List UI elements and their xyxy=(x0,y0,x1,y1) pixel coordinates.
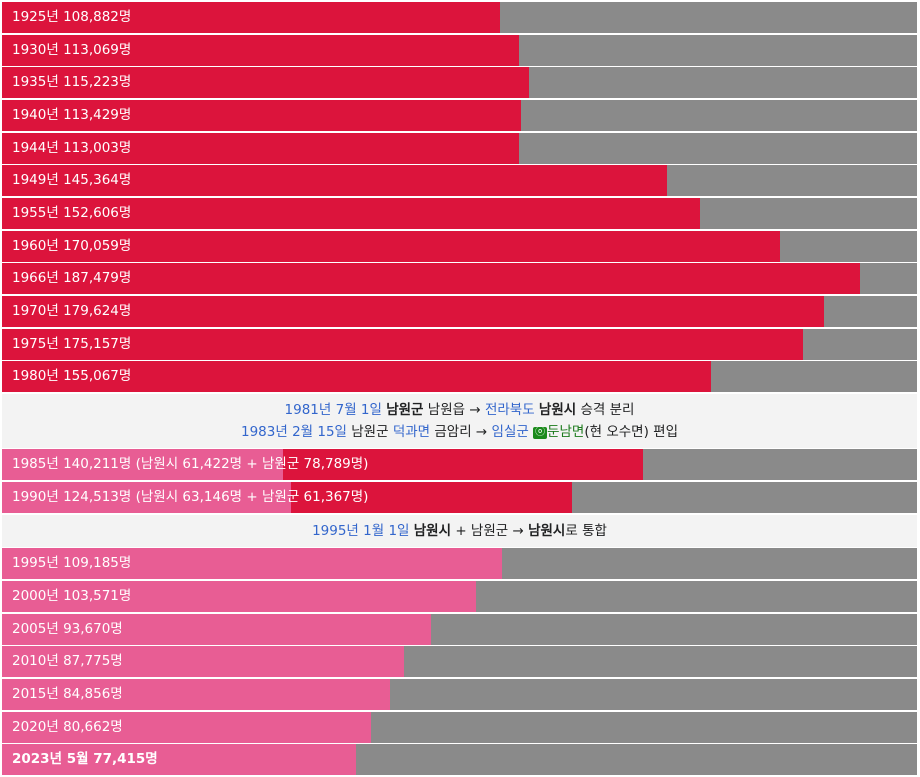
bar-fill xyxy=(2,230,781,262)
history-note-line: 1981년 7월 1일 남원군 남원읍 → 전라북도 남원시 승격 분리 xyxy=(2,399,917,421)
note-link[interactable]: 전라북도 xyxy=(484,401,535,418)
note-text: 승격 분리 xyxy=(576,401,635,418)
bar-row: 1944년 113,003명 xyxy=(2,132,917,164)
note-bold-text: 남원시 xyxy=(538,401,577,418)
bar-label: 1980년 155,067명 xyxy=(12,368,132,385)
bar-label: 1995년 109,185명 xyxy=(12,555,132,572)
bar-fill xyxy=(2,711,372,743)
bar-row: 1990년 124,513명 (남원시 63,146명 + 남원군 61,367… xyxy=(2,482,917,514)
bar-fill xyxy=(2,34,520,66)
bar-row: 1940년 113,429명 xyxy=(2,99,917,131)
bar-label: 1975년 175,157명 xyxy=(12,335,132,352)
note-text: + 남원군 → xyxy=(451,522,529,539)
bar-label: 1935년 115,223명 xyxy=(12,74,132,91)
note-green-link[interactable]: 둔남면 xyxy=(547,423,585,440)
bar-row: 1930년 113,069명 xyxy=(2,34,917,66)
bar-row: 2020년 80,662명 xyxy=(2,711,917,743)
bar-label: 2010년 87,775명 xyxy=(12,653,123,670)
bar-label: 2023년 5월 77,415명 xyxy=(12,751,158,768)
bar-label: 1940년 113,429명 xyxy=(12,106,132,123)
note-link[interactable]: 임실군 xyxy=(491,423,529,440)
bar-label: 1944년 113,003명 xyxy=(12,139,132,156)
bar-row: 1966년 187,479명 xyxy=(2,263,917,295)
bar-segment-namwon-si xyxy=(2,449,283,481)
bar-row: 1975년 175,157명 xyxy=(2,328,917,360)
bar-fill xyxy=(2,581,476,613)
bar-fill xyxy=(2,2,501,33)
note-text: 로 통합 xyxy=(565,522,607,539)
bar-fill xyxy=(2,328,804,360)
bar-fill xyxy=(2,613,431,645)
bar-fill xyxy=(2,197,701,229)
bar-segment-namwon-gun xyxy=(283,449,644,481)
bar-fill xyxy=(2,67,530,99)
bar-label: 1985년 140,211명 (남원시 61,422명 + 남원군 78,789… xyxy=(12,456,369,473)
bar-row: 2015년 84,856명 xyxy=(2,679,917,710)
bar-row: 1955년 152,606명 xyxy=(2,197,917,229)
bar-row: 1949년 145,364명 xyxy=(2,165,917,197)
history-note: 1981년 7월 1일 남원군 남원읍 → 전라북도 남원시 승격 분리 1983… xyxy=(2,393,917,448)
bar-row: 1935년 115,223명 xyxy=(2,67,917,99)
bar-row: 1980년 155,067명 xyxy=(2,361,917,393)
bar-row: 1970년 179,624명 xyxy=(2,295,917,327)
bar-row: 2010년 87,775명 xyxy=(2,646,917,678)
bar-fill xyxy=(2,263,860,295)
bar-row: 2000년 103,571명 xyxy=(2,581,917,613)
note-link[interactable]: 1983년 2월 15일 xyxy=(241,423,347,440)
bar-segment-namwon-si xyxy=(2,482,291,514)
note-bold-text: 남원군 xyxy=(386,401,424,418)
note-text: 남원군 xyxy=(346,423,393,440)
bar-row: 1925년 108,882명 xyxy=(2,2,917,33)
bar-fill xyxy=(2,744,357,776)
bar-fill xyxy=(2,99,521,131)
note-text: (현 오수면) 편입 xyxy=(584,423,678,440)
note-link[interactable]: 덕과면 xyxy=(392,423,431,440)
bar-label: 1949년 145,364명 xyxy=(12,172,132,189)
bar-label: 1925년 108,882명 xyxy=(12,9,132,25)
bar-fill xyxy=(2,548,502,580)
bar-label: 2015년 84,856명 xyxy=(12,686,123,702)
bar-row: 1985년 140,211명 (남원시 61,422명 + 남원군 78,789… xyxy=(2,449,917,481)
bar-fill xyxy=(2,679,391,710)
bar-label: 2020년 80,662명 xyxy=(12,718,123,735)
note-link[interactable]: 1995년 1월 1일 xyxy=(312,522,410,539)
link-icon: ⓞ xyxy=(533,426,548,439)
bar-label: 1970년 179,624명 xyxy=(12,302,132,319)
bar-fill xyxy=(2,295,824,327)
bar-label: 2005년 93,670명 xyxy=(12,620,123,637)
history-note: 1995년 1월 1일 남원시 + 남원군 → 남원시로 통합 xyxy=(2,514,917,547)
bar-label: 1930년 113,069명 xyxy=(12,41,132,58)
bar-label: 1966년 187,479명 xyxy=(12,270,132,287)
bar-label: 1960년 170,059명 xyxy=(12,237,132,254)
history-note-line: 1995년 1월 1일 남원시 + 남원군 → 남원시로 통합 xyxy=(2,520,917,542)
note-text: 금암리 → xyxy=(430,423,492,440)
bar-label: 2000년 103,571명 xyxy=(12,588,132,605)
note-bold-text: 남원시 xyxy=(528,522,566,539)
bar-label: 1990년 124,513명 (남원시 63,146명 + 남원군 61,367… xyxy=(12,489,369,506)
note-text: 남원읍 → xyxy=(423,401,485,418)
note-bold-text: 남원시 xyxy=(413,522,452,539)
bar-fill xyxy=(2,361,712,393)
bar-row: 2005년 93,670명 xyxy=(2,613,917,645)
bar-row: 1960년 170,059명 xyxy=(2,230,917,262)
bar-segment-namwon-gun xyxy=(290,482,572,514)
bar-fill xyxy=(2,165,668,197)
bar-label: 1955년 152,606명 xyxy=(12,204,132,221)
bar-row: 1995년 109,185명 xyxy=(2,548,917,580)
note-link[interactable]: 1981년 7월 1일 xyxy=(284,401,382,418)
bar-fill xyxy=(2,646,404,678)
bar-fill xyxy=(2,132,519,164)
history-note-line: 1983년 2월 15일 남원군 덕과면 금암리 → 임실군 ⓞ 둔남면(현 오수… xyxy=(2,421,917,443)
bar-row: 2023년 5월 77,415명 xyxy=(2,744,917,776)
